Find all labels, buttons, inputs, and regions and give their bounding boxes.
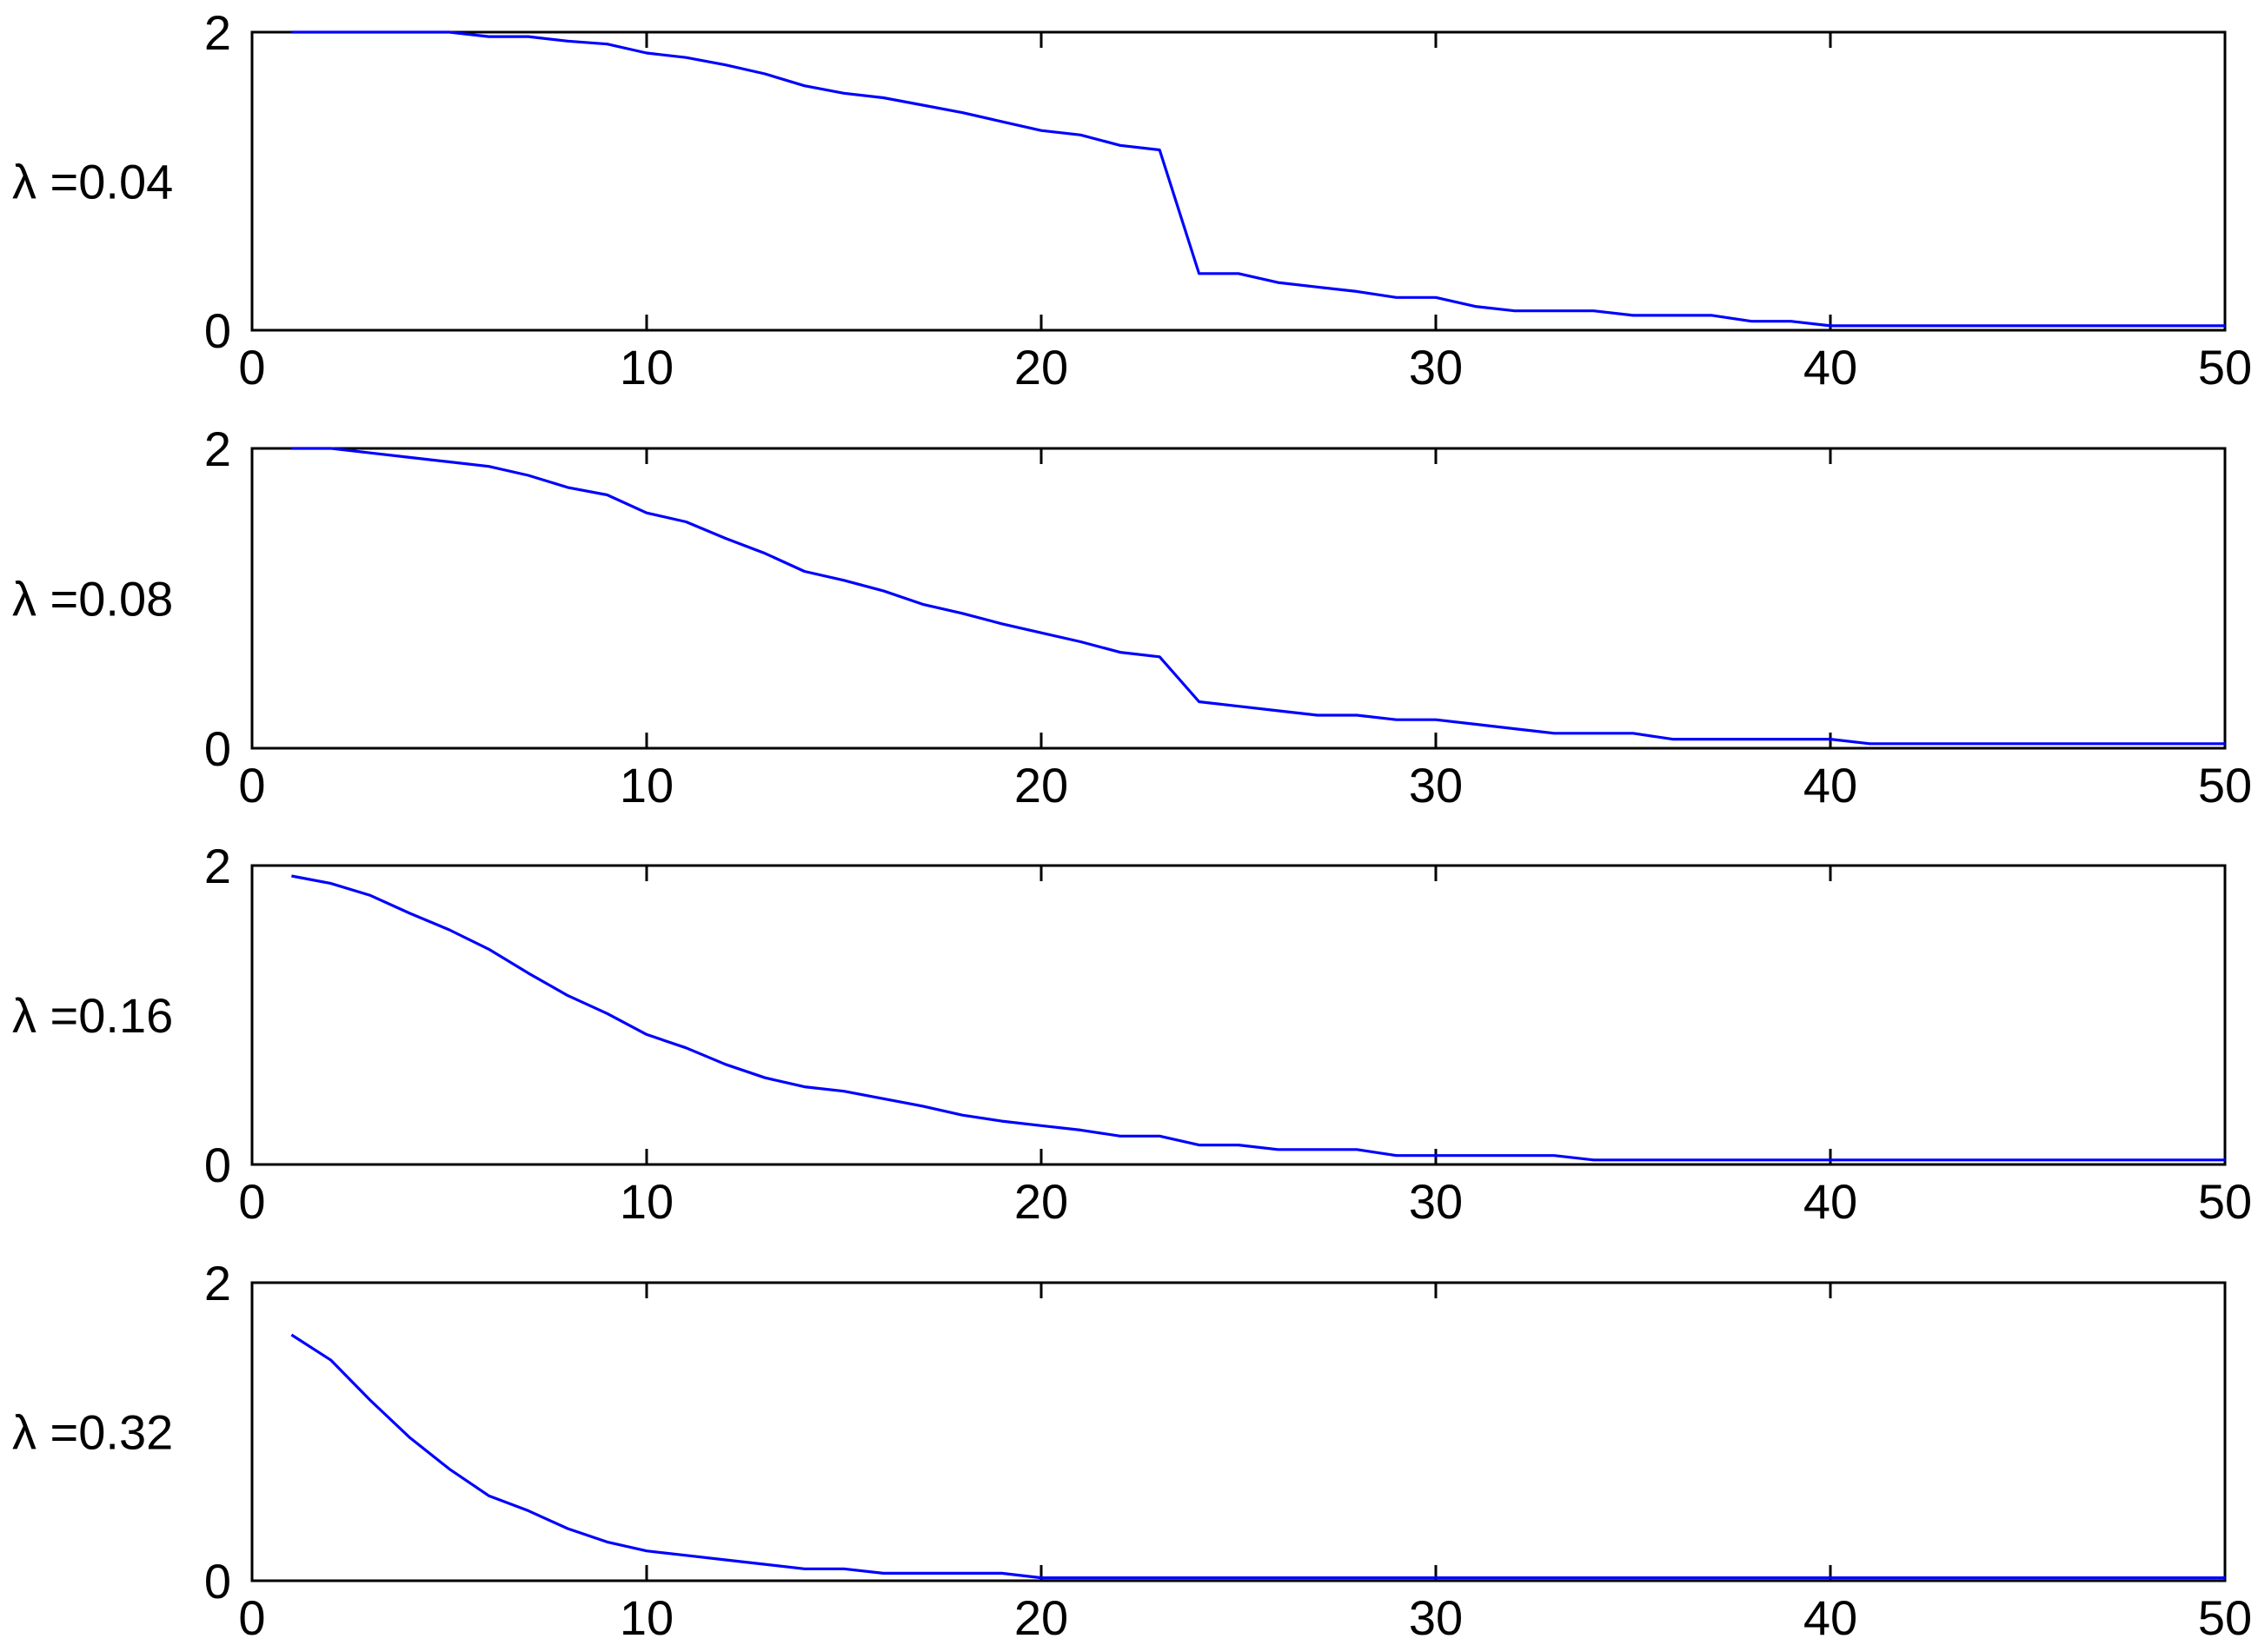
x-tick-label: 0 (238, 1590, 265, 1645)
x-tick-label: 30 (1409, 340, 1463, 395)
plot-frame (250, 447, 2227, 750)
x-tick-label: 20 (1014, 1174, 1068, 1229)
x-tick-label: 30 (1409, 1174, 1463, 1229)
chart-panel-2: 0 10 20 30 40 50 0 2 λ =0.08 (12, 421, 2252, 813)
x-tick-label: 40 (1803, 1174, 1857, 1229)
series-line (291, 447, 2225, 746)
x-tick-label: 40 (1803, 1590, 1857, 1645)
x-tick-label: 0 (238, 1174, 265, 1229)
x-tick-label: 10 (620, 340, 674, 395)
y-tick-label: 2 (204, 5, 231, 60)
y-tick-label: 0 (204, 1554, 231, 1609)
x-tick-label: 40 (1803, 758, 1857, 813)
chart-panel-1: 0 10 20 30 40 50 0 2 λ =0.04 (12, 5, 2252, 395)
x-tick-label: 0 (238, 758, 265, 813)
y-axis-label: λ =0.32 (12, 1405, 173, 1460)
x-tick-label: 10 (620, 1590, 674, 1645)
x-tick-label: 50 (2198, 340, 2252, 395)
x-tick-label: 30 (1409, 758, 1463, 813)
x-tick-label: 30 (1409, 1590, 1463, 1645)
x-tick-label: 40 (1803, 340, 1857, 395)
x-tick-label: 10 (620, 1174, 674, 1229)
x-tick-label: 50 (2198, 1590, 2252, 1645)
y-tick-label: 2 (204, 1256, 231, 1310)
chart-panel-4: 0 10 20 30 40 50 0 2 λ =0.32 (12, 1256, 2252, 1645)
chart-panel-3: 0 10 20 30 40 50 0 2 λ =0.16 (12, 839, 2252, 1229)
y-axis-label: λ =0.16 (12, 988, 173, 1043)
y-tick-label: 2 (204, 839, 231, 893)
series-line (291, 874, 2225, 1162)
y-tick-label: 2 (204, 421, 231, 476)
plot-frame (250, 864, 2227, 1166)
x-tick-label: 20 (1014, 758, 1068, 813)
y-tick-label: 0 (204, 1138, 231, 1192)
y-tick-label: 0 (204, 303, 231, 358)
y-axis-label: λ =0.08 (12, 572, 173, 627)
x-tick-label: 10 (620, 758, 674, 813)
plot-frame (250, 1281, 2227, 1582)
y-tick-label: 0 (204, 721, 231, 776)
x-tick-label: 50 (2198, 758, 2252, 813)
series-line (291, 30, 2225, 328)
plot-frame (250, 30, 2227, 332)
x-tick-label: 50 (2198, 1174, 2252, 1229)
x-tick-label: 20 (1014, 1590, 1068, 1645)
y-axis-label: λ =0.04 (12, 155, 173, 209)
series-line (290, 1333, 2225, 1580)
x-tick-label: 0 (238, 340, 265, 395)
x-tick-label: 20 (1014, 340, 1068, 395)
